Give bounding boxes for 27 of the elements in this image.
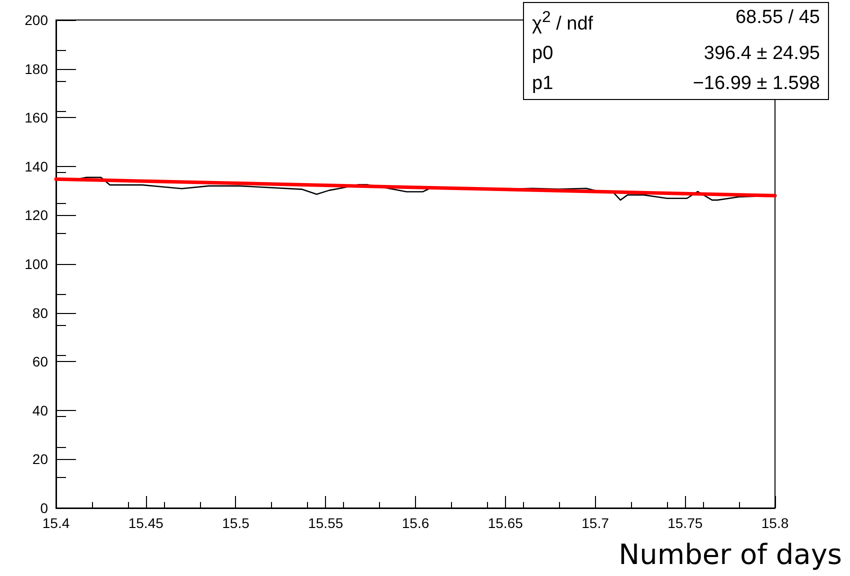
annotation: −16.99 ± 1.598 xyxy=(692,72,820,96)
annotation: p1 xyxy=(532,72,554,96)
annotation: 68.55 / 45 xyxy=(735,6,820,30)
y-tick-label: 60 xyxy=(32,354,48,370)
y-tick-label: 80 xyxy=(32,304,48,321)
y-tick-label: 20 xyxy=(32,451,48,468)
y-tick-label: 200 xyxy=(24,12,48,28)
annotation: p0 xyxy=(532,42,554,66)
y-tick-label: 160 xyxy=(24,110,48,126)
y-tick-label: 140 xyxy=(24,158,48,174)
x-tick-label: 15.5 xyxy=(222,515,250,531)
y-tick-label: 40 xyxy=(32,402,48,418)
annotation: 396.4 ± 24.95 xyxy=(704,42,820,66)
x-tick-label: 15.4 xyxy=(42,515,70,531)
x-tick-label: 15.55 xyxy=(308,515,344,531)
x-tick-label: 15.75 xyxy=(668,515,703,531)
x-tick-label: 15.6 xyxy=(402,515,430,531)
y-tick-label: 0 xyxy=(40,500,48,516)
x-tick-label: 15.7 xyxy=(582,515,610,531)
x-tick-label: 15.45 xyxy=(128,515,164,531)
y-tick-label: 180 xyxy=(24,60,48,77)
y-tick-label: 120 xyxy=(24,207,48,224)
y-tick-label: 100 xyxy=(24,256,48,272)
x-tick-label: 15.65 xyxy=(488,515,524,531)
annotation: χ$^{2}$ / ndf xyxy=(532,8,594,36)
x-tick-label: 15.8 xyxy=(761,515,789,531)
x-axis-title: Number of days xyxy=(618,538,842,571)
